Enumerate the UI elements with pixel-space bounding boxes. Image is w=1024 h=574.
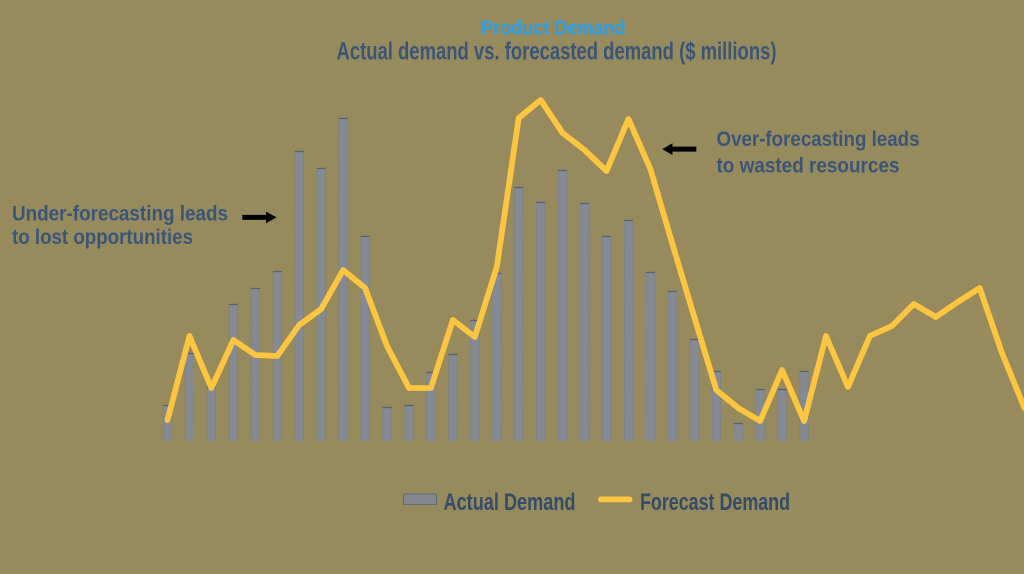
- svg-text:to lost opportunities: to lost opportunities: [12, 226, 193, 249]
- svg-text:Under-forecasting leads: Under-forecasting leads: [12, 202, 228, 225]
- svg-text:Over-forecasting leads: Over-forecasting leads: [717, 128, 920, 151]
- svg-text:Forecast Demand: Forecast Demand: [640, 489, 790, 516]
- svg-text:to wasted resources: to wasted resources: [717, 154, 900, 177]
- svg-text:Product Demand: Product Demand: [481, 18, 626, 40]
- svg-text:Actual demand vs. forecasted d: Actual demand vs. forecasted demand ($ m…: [337, 38, 777, 66]
- svg-text:Actual Demand: Actual Demand: [444, 489, 576, 516]
